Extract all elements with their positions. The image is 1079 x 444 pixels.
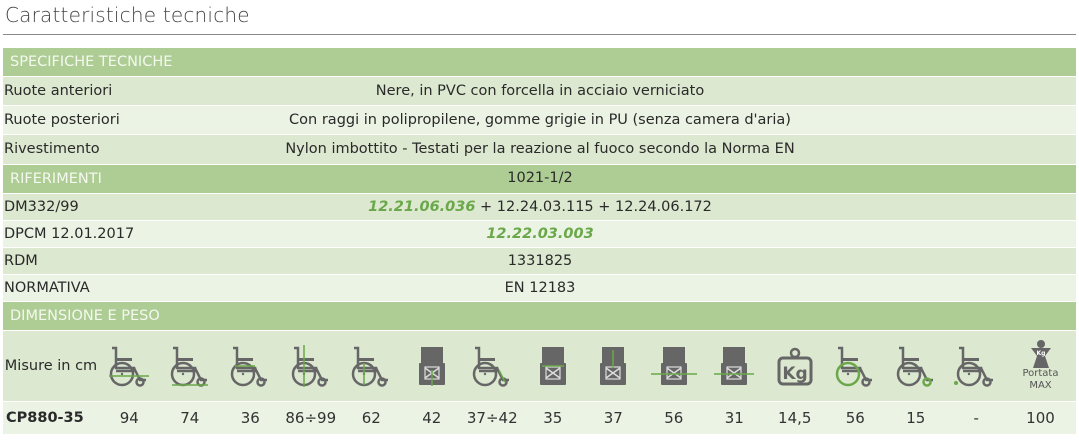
model-code: CP880-35 [6, 409, 84, 426]
wheelchair-height-icon [281, 344, 342, 388]
additional-codes: + 12.24.03.115 + 12.24.06.172 [475, 199, 712, 215]
row-key: Ruote posteriori [4, 112, 120, 128]
dimension-value: 31 [724, 409, 744, 427]
total-width-icon [644, 344, 705, 388]
row-value: Nylon imbottito - Testati per la reazion… [284, 135, 1076, 186]
svg-text:Kg: Kg [782, 364, 807, 384]
dimension-value: 35 [543, 409, 563, 427]
rear-wheel-diameter-icon [825, 344, 886, 388]
spec-row: Ruote anteriori Nere, in PVC con forcella… [3, 77, 1076, 105]
highlight-code: 12.22.03.003 [486, 226, 594, 242]
row-value: Nere, in PVC con forcella in acciaio ver… [284, 77, 1076, 105]
dimension-value: 86÷99 [285, 409, 337, 427]
max-load-icon: Kg Portata MAX [1007, 340, 1075, 392]
row-value: 12.21.06.036 + 12.24.03.115 + 12.24.06.1… [284, 194, 1076, 220]
dimension-value: 56 [845, 409, 865, 427]
value-text: EN 12183 [504, 280, 576, 296]
reference-row: DM332/99 12.21.06.036 + 12.24.03.115 + 12… [3, 194, 1076, 220]
wheelchair-folded-height-icon [341, 344, 402, 388]
dimension-value: 74 [180, 409, 200, 427]
seat-width-icon [523, 344, 584, 388]
value-text: 1331825 [507, 253, 573, 269]
backrest-height-icon [583, 344, 644, 388]
value-text: Con raggi in polipropilene, gomme grigie… [289, 112, 791, 128]
row-value: 12.22.03.003 [284, 221, 1076, 247]
row-key: DM332/99 [4, 199, 79, 215]
unit-label: Misure in cm [4, 357, 98, 374]
row-key: DPCM 12.01.2017 [4, 226, 135, 242]
portata-label: Portata [1022, 368, 1059, 379]
row-key: NORMATIVA [4, 280, 90, 296]
seat-front-height-icon [402, 344, 463, 388]
dimension-value: 14,5 [778, 409, 812, 427]
row-key: RDM [4, 253, 38, 269]
spec-row: Ruote posteriori Con raggi in polipropile… [3, 106, 1076, 134]
spec-table: SPECIFICHE TECNICHE Ruote anteriori Nere,… [3, 48, 1076, 434]
dimension-value: 37 [603, 409, 623, 427]
dimension-value: 56 [664, 409, 684, 427]
dimension-values-row: CP880-35 94 74 36 86÷99 62 42 37÷42 35 37 56 31 14,… [3, 402, 1076, 434]
reference-row: NORMATIVA EN 12183 [3, 275, 1076, 301]
spec-row: Rivestimento Nylon imbottito - Testati pe… [3, 135, 1076, 186]
weight-kg-icon: Kg [765, 346, 826, 386]
section-header-riferimenti: RIFERIMENTI [3, 165, 1076, 193]
dimension-value: 42 [422, 409, 442, 427]
dimension-value: - [973, 409, 979, 427]
highlight-code: 12.21.06.036 [368, 199, 476, 215]
dimension-value: 62 [361, 409, 381, 427]
row-key: Ruote anteriori [4, 83, 113, 99]
value-text: Nere, in PVC con forcella in acciaio ver… [375, 83, 705, 99]
dimension-icons-row: Misure in cm Kg Kg Portata MAX [3, 331, 1076, 401]
row-value: EN 12183 [284, 275, 1076, 301]
dimension-value: 36 [240, 409, 260, 427]
dimension-value: 100 [1026, 409, 1055, 427]
row-key: Rivestimento [4, 141, 100, 157]
row-value: 1331825 [284, 248, 1076, 274]
dimension-value: 15 [906, 409, 926, 427]
footrest-length-icon [462, 344, 523, 388]
front-wheel-diameter-icon [886, 344, 947, 388]
page-title: Caratteristiche tecniche [5, 3, 250, 27]
row-value: Con raggi in polipropilene, gomme grigie… [284, 106, 1076, 134]
wheelchair-seat-depth-icon [220, 344, 281, 388]
value-text: Nylon imbottito - Testati per la reazion… [285, 141, 795, 186]
anti-tip-icon [946, 344, 1007, 388]
svg-text:Kg: Kg [1036, 350, 1045, 357]
section-header-dimensioni: DIMENSIONE E PESO [3, 302, 1076, 330]
reference-row: DPCM 12.01.2017 12.22.03.003 [3, 221, 1076, 247]
dimension-value: 37÷42 [466, 409, 518, 427]
wheelchair-length-icon [99, 344, 160, 388]
title-divider [3, 34, 1076, 35]
max-label: MAX [1029, 380, 1052, 391]
dimension-value: 94 [119, 409, 139, 427]
folded-width-icon [704, 344, 765, 388]
reference-row: RDM 1331825 [3, 248, 1076, 274]
wheelchair-folded-length-icon [160, 344, 221, 388]
section-header-specifiche: SPECIFICHE TECNICHE [3, 48, 1076, 76]
